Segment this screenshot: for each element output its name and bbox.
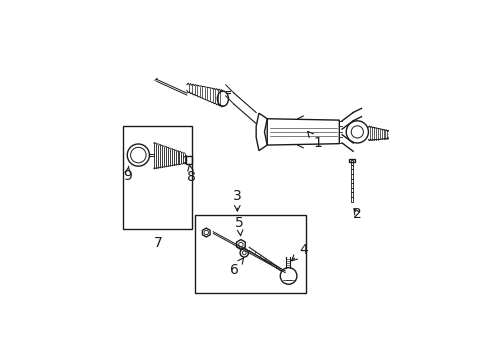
Text: 9: 9 bbox=[122, 166, 131, 183]
Text: 2: 2 bbox=[352, 207, 361, 221]
Bar bbox=[186, 156, 191, 164]
Bar bbox=[350, 197, 352, 202]
Bar bbox=[350, 165, 352, 169]
Bar bbox=[123, 126, 192, 229]
Text: 1: 1 bbox=[307, 131, 322, 150]
Text: 4: 4 bbox=[291, 243, 307, 261]
Bar bbox=[350, 174, 352, 179]
Bar bbox=[350, 179, 352, 183]
Bar bbox=[350, 188, 352, 193]
Text: 6: 6 bbox=[230, 258, 243, 277]
Bar bbox=[348, 159, 354, 162]
Bar bbox=[350, 183, 352, 188]
Bar bbox=[350, 193, 352, 197]
Text: 8: 8 bbox=[187, 164, 196, 184]
Bar bbox=[195, 215, 305, 293]
Text: 7: 7 bbox=[153, 236, 162, 250]
Bar bbox=[350, 160, 352, 165]
Bar bbox=[350, 169, 352, 174]
Text: 3: 3 bbox=[232, 189, 241, 203]
Text: 5: 5 bbox=[235, 216, 244, 236]
